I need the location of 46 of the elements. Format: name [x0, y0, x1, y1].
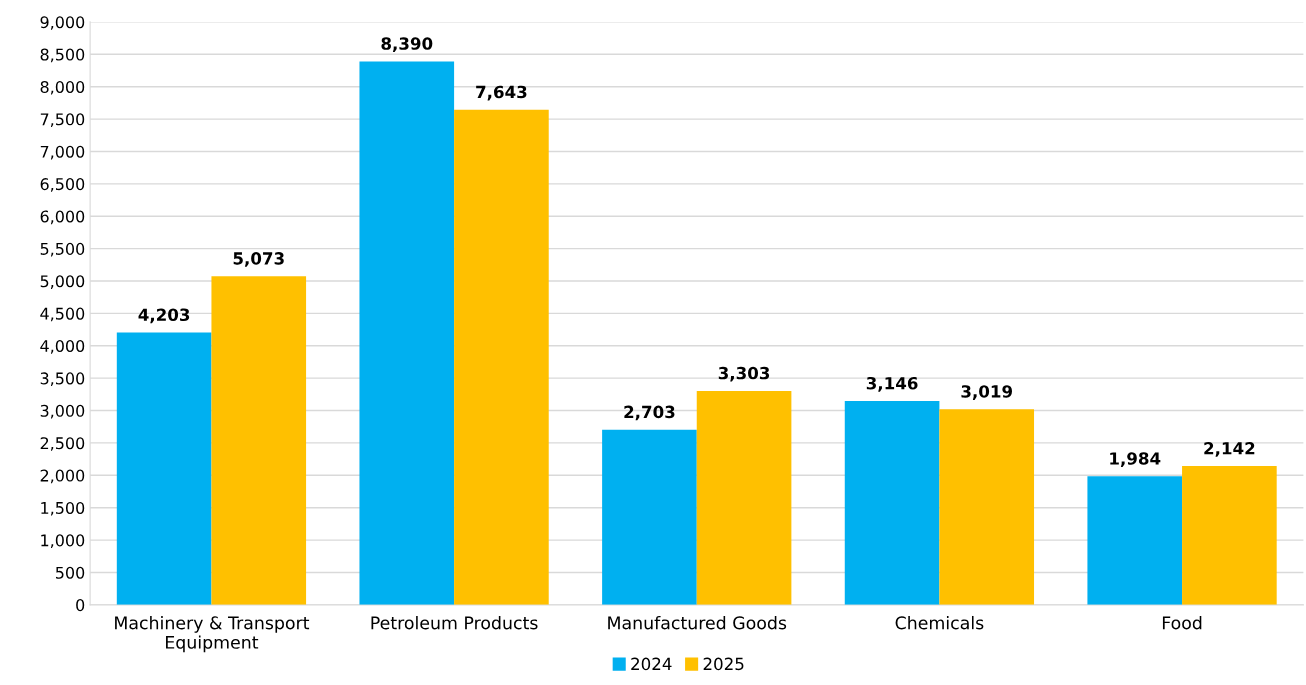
bar [844, 401, 940, 605]
y-tick-label: 4,000 [40, 339, 85, 354]
y-tick-label: 0 [76, 599, 85, 612]
y-tick-label: 500 [56, 566, 85, 579]
y-tick-label: 8,500 [40, 48, 85, 63]
y-tick-label: 3,500 [40, 372, 85, 387]
y-tick-label: 4,500 [40, 307, 85, 322]
bar [602, 429, 697, 605]
y-tick-label: 7,000 [40, 145, 85, 160]
y-tick-label: 1,000 [41, 534, 85, 549]
legend-label: 2025 [703, 657, 744, 671]
bar [359, 61, 455, 605]
bar [1182, 466, 1277, 605]
y-tick-label: 8,000 [40, 80, 85, 95]
data-label: 8,390 [381, 37, 433, 52]
x-tick-label: Machinery & Transport Equipment [115, 615, 310, 653]
y-tick-label: 5,500 [40, 242, 85, 257]
legend-label: 2024 [631, 657, 672, 671]
bar [1087, 476, 1183, 605]
y-tick-label: 7,500 [40, 113, 85, 127]
y-tick-label: 3,000 [40, 404, 85, 419]
data-label: 1,984 [1110, 452, 1161, 467]
y-tick-label: 5,000 [40, 275, 85, 289]
data-label: 3,303 [718, 366, 770, 382]
bar [454, 109, 549, 605]
bar [211, 276, 307, 605]
bar [116, 332, 212, 605]
x-tick-label: Food [1162, 615, 1202, 630]
data-label: 7,643 [476, 85, 527, 101]
data-label: 4,203 [138, 308, 190, 324]
data-label: 3,146 [866, 376, 918, 392]
data-label: 3,019 [961, 385, 1013, 400]
bar [939, 409, 1035, 605]
y-tick-label: 6,000 [40, 210, 85, 225]
data-label: 2,142 [1204, 441, 1255, 457]
y-tick-label: 6,500 [40, 178, 85, 192]
y-tick-label: 9,000 [40, 16, 85, 30]
data-label: 5,073 [233, 252, 284, 267]
bar [696, 390, 792, 605]
y-tick-label: 2,000 [40, 469, 85, 484]
y-tick-label: 2,500 [40, 437, 85, 451]
y-tick-label: 1,500 [41, 501, 85, 516]
x-tick-label: Petroleum Products [371, 615, 538, 630]
x-tick-label: Manufactured Goods [608, 615, 787, 630]
data-label: 2,703 [624, 405, 675, 421]
x-tick-label: Chemicals [895, 615, 984, 630]
